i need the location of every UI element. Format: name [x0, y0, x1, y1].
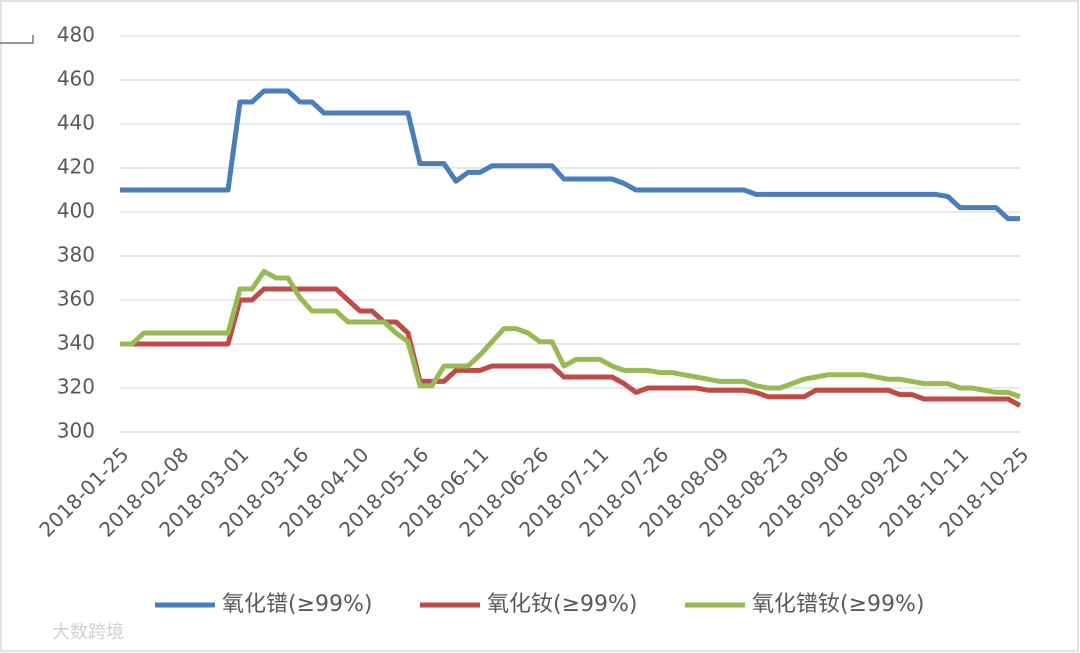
y-tick-label: 300: [57, 419, 95, 443]
watermark: 大数跨境: [52, 622, 124, 643]
y-tick-label: 400: [57, 199, 95, 223]
legend-label: 氧化镨钕(≥99%): [752, 592, 925, 617]
series-line: [120, 286, 1022, 408]
y-tick-label: 320: [57, 375, 95, 399]
y-tick-label: 440: [57, 111, 95, 135]
y-tick-label: 480: [57, 23, 95, 47]
y-tick-label: 420: [57, 155, 95, 179]
y-tick-label: 340: [57, 331, 95, 355]
y-tick-label: 380: [57, 243, 95, 267]
series-line: [120, 88, 1020, 222]
corner-mark: [0, 35, 34, 44]
legend-label: 氧化镨(≥99%): [222, 592, 373, 617]
legend-label: 氧化钕(≥99%): [487, 592, 638, 617]
y-tick-label: 360: [57, 287, 95, 311]
y-tick-label: 460: [57, 67, 95, 91]
series-line: [120, 268, 1021, 400]
